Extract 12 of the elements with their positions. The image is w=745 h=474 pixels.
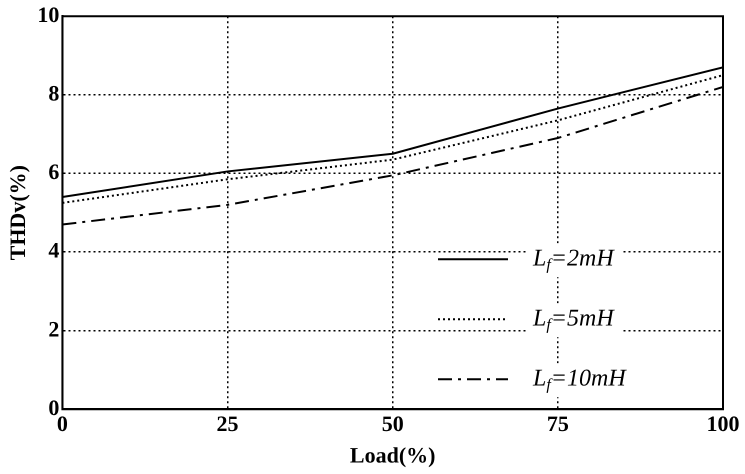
x-tick-label: 50 — [382, 411, 404, 436]
y-axis-title: THDv(%) — [4, 165, 30, 260]
x-tick-label: 25 — [216, 411, 239, 436]
x-axis-title: Load(%) — [350, 442, 436, 468]
y-tick-label: 0 — [48, 394, 60, 420]
x-tick-label: 75 — [546, 411, 569, 436]
y-tick-label: 10 — [37, 2, 60, 27]
y-tick-label: 4 — [48, 238, 60, 263]
y-tick-label: 2 — [48, 316, 60, 342]
x-tick-label: 100 — [706, 411, 740, 436]
y-tick-label: 6 — [48, 159, 60, 184]
y-tick-label: 8 — [48, 80, 60, 106]
